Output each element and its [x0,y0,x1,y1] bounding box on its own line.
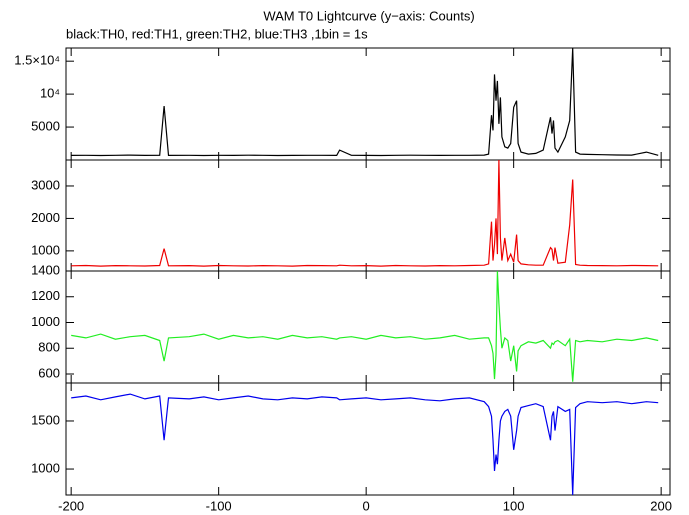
y-tick-label: 600 [38,365,60,380]
x-tick-label: -100 [206,498,232,513]
y-tick-label: 1000 [31,242,60,257]
chart-title: WAM T0 Lightcurve (y−axis: Counts) [263,8,474,23]
y-tick-label: 3000 [31,177,60,192]
y-tick-label: 1000 [31,460,60,475]
y-tick-label: 1.5×10⁴ [14,53,60,68]
panel-frame [65,382,671,496]
x-tick-label: 100 [503,498,525,513]
lightcurve [71,270,659,382]
y-tick-label: 1000 [31,314,60,329]
lightcurve [71,47,659,157]
panel-frame [65,159,671,272]
chart-subtitle: black:TH0, red:TH1, green:TH2, blue:TH3 … [66,26,368,41]
lightcurve [71,159,659,267]
y-tick-label: 5000 [31,118,60,133]
y-tick-label: 10⁴ [40,86,60,101]
y-tick-label: 1500 [31,412,60,427]
x-tick-label: -200 [58,498,84,513]
y-tick-label: 1400 [31,262,60,277]
panel-frame [65,270,671,384]
lightcurve [71,393,659,496]
x-tick-label: 0 [363,498,370,513]
panel-frame [65,47,671,161]
y-tick-label: 800 [38,340,60,355]
y-tick-label: 2000 [31,210,60,225]
y-tick-label: 1200 [31,288,60,303]
x-tick-label: 200 [650,498,672,513]
